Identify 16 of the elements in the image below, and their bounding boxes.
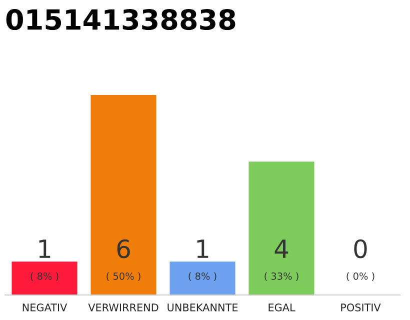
data-label: 4 (274, 240, 288, 258)
x-tick-label: NEGATIV (22, 304, 68, 312)
annotation: ( 50% ) (106, 272, 140, 281)
x-tick-label: UNBEKANNTE (168, 304, 238, 312)
data-label: 1 (197, 240, 208, 258)
data-label: 1 (39, 240, 50, 258)
data-label: 0 (354, 239, 367, 258)
annotation: ( 33% ) (264, 272, 298, 281)
annotation: ( 0% ) (346, 272, 374, 281)
data-label: 6 (117, 239, 130, 258)
x-tick-label: VERWIRREND (88, 304, 158, 312)
annotation: ( 8% ) (30, 272, 58, 281)
annotation: ( 8% ) (188, 272, 216, 281)
chart-title: 015141338838 (6, 9, 236, 30)
x-tick-label: POSITIV (341, 304, 381, 312)
x-tick-label: EGAL (268, 304, 296, 312)
